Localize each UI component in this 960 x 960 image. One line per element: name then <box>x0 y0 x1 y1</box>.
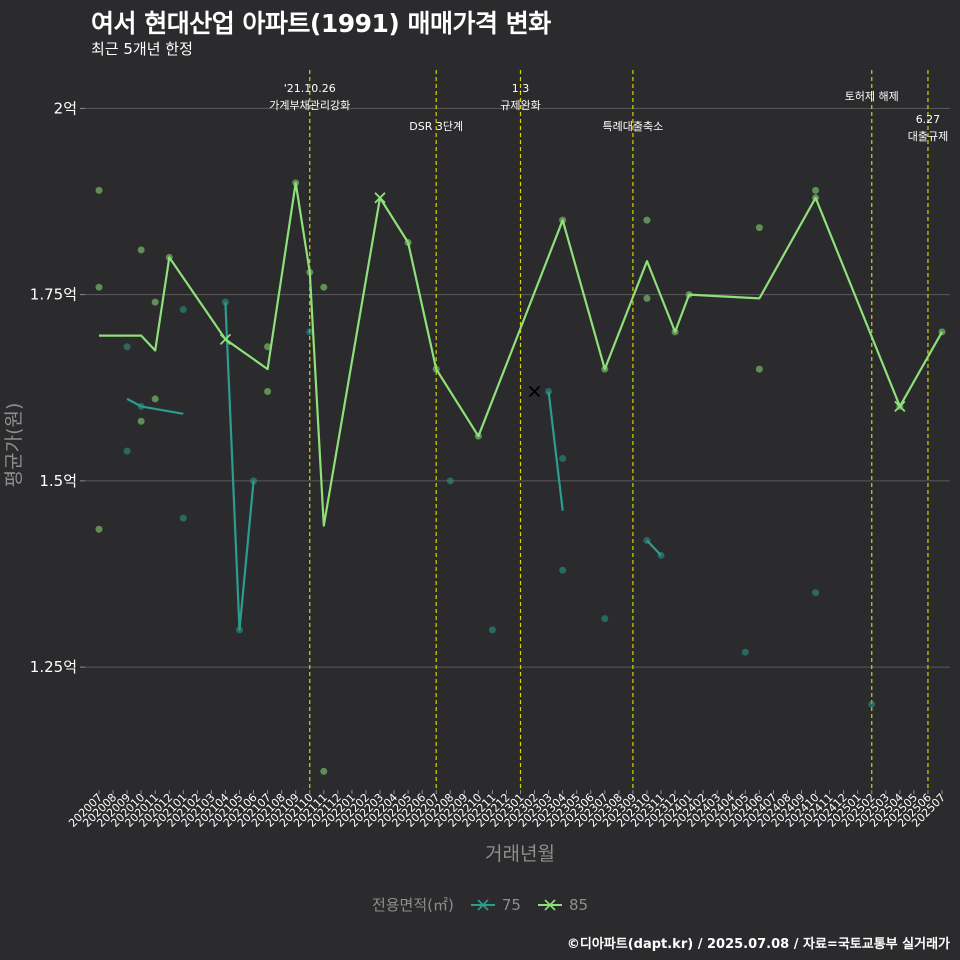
event-label-line: 규제완화 <box>500 99 540 112</box>
y-tick-label: 1.75억 <box>30 286 77 304</box>
chart-subtitle: 최근 5개년 한정 <box>91 40 193 58</box>
legend-item-85: 85 <box>537 896 588 914</box>
grid-layer <box>85 107 950 668</box>
scatter-point-85 <box>264 343 272 351</box>
event-label: DSR 3단계 <box>409 120 463 133</box>
event-label-line: DSR 3단계 <box>409 120 463 133</box>
scatter-point-75 <box>306 328 314 336</box>
scatter-point-75 <box>221 298 229 306</box>
axis-layer: 1.25억1.5억1.75억2억202007202008202009202010… <box>30 99 948 829</box>
series-line-75 <box>547 391 564 511</box>
legend-swatch-85 <box>537 898 562 911</box>
scatter-point-75 <box>123 447 131 455</box>
scatter-point-85 <box>151 395 159 403</box>
scatter-point-75 <box>488 626 496 634</box>
legend-label-75: 75 <box>501 895 521 914</box>
event-label: 특례대출축소 <box>603 120 664 133</box>
series-line-75 <box>126 397 184 415</box>
scatter-point-85 <box>755 224 763 232</box>
legend-title: 전용면적(㎡) <box>371 896 454 914</box>
y-tick-label: 2억 <box>54 99 77 117</box>
event-label-line: 1.3 <box>512 82 530 95</box>
legend-label-85: 85 <box>568 895 589 914</box>
scatter-point-85 <box>755 365 763 373</box>
event-label: 6.27 대출규제 <box>908 113 948 143</box>
scatter-point-75 <box>601 615 609 623</box>
scatter-point-75 <box>741 648 749 656</box>
scatter-point-75 <box>559 566 567 574</box>
legend: 전용면적(㎡) 75 85 <box>0 894 960 915</box>
y-tick-label: 1.25억 <box>30 658 77 676</box>
event-label: 1.3 규제완화 <box>500 82 540 112</box>
x-marker-85 <box>374 192 386 204</box>
event-label: '21.10.26 가계부채관리강화 <box>269 82 350 112</box>
event-label-line: 특례대출축소 <box>603 120 664 133</box>
scatter-point-85 <box>137 246 145 254</box>
scatter-point-75 <box>559 455 567 463</box>
scatter-point-75 <box>545 387 553 395</box>
legend-swatch-75 <box>470 898 495 911</box>
scatter-point-85 <box>137 417 145 425</box>
event-label-line: 6.27 <box>916 113 941 126</box>
series-line-75 <box>646 539 662 557</box>
scatter-point-85 <box>643 216 651 224</box>
series-line-85 <box>99 181 943 527</box>
x-marker-75 <box>528 385 541 398</box>
scatter-point-75 <box>868 700 876 708</box>
scatter-point-85 <box>320 283 328 291</box>
scatter-point-75 <box>179 306 187 314</box>
scatter-point-75 <box>250 477 258 485</box>
scatter-point-75 <box>446 477 454 485</box>
y-tick-label: 1.5억 <box>39 472 77 490</box>
scatter-point-85 <box>151 298 159 306</box>
scatter-point-75 <box>179 514 187 522</box>
scatter-point-85 <box>95 525 103 533</box>
scatter-point-75 <box>123 343 131 351</box>
event-label-line: '21.10.26 <box>284 82 336 95</box>
event-label-line: 가계부채관리강화 <box>269 99 350 112</box>
event-label-line: 토허제 해제 <box>845 89 899 103</box>
source-caption: ©디아파트(dapt.kr) / 2025.07.08 / 자료=국토교통부 실… <box>566 937 950 952</box>
legend-item-75: 75 <box>470 896 521 914</box>
x-marker-85 <box>894 400 906 413</box>
chart-title: 여서 현대산업 아파트(1991) 매매가격 변화 <box>91 9 551 38</box>
x-marker-85 <box>219 333 232 345</box>
scatter-point-75 <box>812 589 820 597</box>
x-axis-label: 거래년월 <box>485 843 555 865</box>
scatter-point-85 <box>264 387 272 395</box>
event-label-line: 대출규제 <box>908 130 948 143</box>
scatter-point-85 <box>812 186 820 194</box>
series-layer <box>95 179 946 775</box>
scatter-point-85 <box>320 767 328 775</box>
scatter-point-85 <box>643 294 651 302</box>
series-line-75 <box>224 302 255 631</box>
scatter-point-85 <box>95 186 103 194</box>
y-axis-label: 평균가(원) <box>3 403 25 488</box>
event-label: 토허제 해제 <box>845 89 899 103</box>
scatter-point-85 <box>95 283 103 291</box>
